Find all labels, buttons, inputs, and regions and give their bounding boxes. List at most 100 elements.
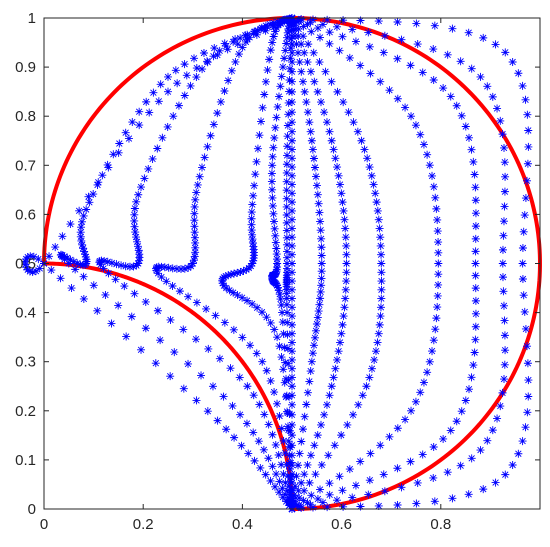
data-point bbox=[342, 241, 351, 250]
data-point bbox=[310, 441, 319, 450]
data-point bbox=[268, 430, 277, 439]
data-point bbox=[476, 72, 485, 81]
y-tick-label: 0 bbox=[28, 501, 36, 518]
data-point bbox=[264, 420, 273, 429]
data-point bbox=[275, 342, 284, 351]
data-point bbox=[288, 241, 296, 250]
data-point bbox=[369, 180, 378, 189]
data-point bbox=[501, 346, 510, 355]
data-point bbox=[234, 50, 243, 59]
data-point bbox=[94, 178, 103, 187]
data-point bbox=[260, 90, 269, 99]
data-point bbox=[397, 483, 406, 492]
data-point bbox=[316, 217, 325, 226]
data-point bbox=[213, 109, 222, 118]
data-point bbox=[220, 39, 229, 48]
data-point bbox=[419, 378, 428, 387]
data-point bbox=[285, 87, 294, 96]
data-point bbox=[268, 185, 277, 194]
data-point bbox=[471, 284, 480, 293]
data-point bbox=[364, 490, 373, 499]
data-point bbox=[285, 392, 294, 401]
data-point bbox=[491, 478, 500, 487]
data-point bbox=[366, 449, 375, 458]
data-point bbox=[249, 428, 258, 437]
data-point bbox=[313, 190, 322, 199]
data-point bbox=[297, 437, 306, 446]
data-point bbox=[314, 199, 323, 208]
data-point bbox=[229, 288, 238, 297]
data-point bbox=[317, 251, 326, 260]
data-point bbox=[58, 251, 67, 260]
data-point bbox=[190, 228, 199, 237]
data-point bbox=[320, 410, 329, 419]
data-point bbox=[248, 235, 257, 244]
data-point bbox=[308, 145, 317, 154]
data-point bbox=[313, 494, 322, 503]
data-point bbox=[158, 133, 167, 142]
data-point bbox=[79, 244, 88, 253]
data-point bbox=[137, 345, 146, 354]
data-point bbox=[294, 48, 303, 57]
data-point bbox=[471, 322, 480, 331]
data-point bbox=[433, 227, 442, 236]
data-point bbox=[34, 255, 43, 264]
data-point bbox=[199, 49, 208, 57]
data-point bbox=[303, 108, 312, 117]
series-1 bbox=[56, 14, 296, 513]
data-point bbox=[376, 241, 385, 250]
data-point bbox=[293, 501, 302, 510]
data-point bbox=[432, 204, 441, 213]
data-point bbox=[288, 303, 296, 312]
data-point bbox=[191, 195, 200, 204]
data-point bbox=[63, 253, 72, 262]
data-point bbox=[279, 16, 288, 25]
data-point bbox=[281, 449, 290, 458]
data-point bbox=[367, 171, 376, 180]
data-point bbox=[315, 300, 324, 309]
data-point bbox=[209, 52, 218, 61]
data-point bbox=[247, 226, 256, 235]
data-point bbox=[339, 16, 348, 25]
data-point bbox=[419, 140, 428, 149]
data-point bbox=[287, 473, 296, 482]
data-point bbox=[282, 460, 291, 469]
data-point bbox=[247, 214, 256, 223]
data-point bbox=[348, 25, 357, 34]
data-point bbox=[499, 231, 508, 240]
data-point bbox=[253, 303, 262, 312]
data-point bbox=[288, 441, 296, 450]
data-point bbox=[331, 154, 340, 163]
data-point bbox=[226, 364, 235, 373]
data-point bbox=[288, 294, 296, 303]
data-point bbox=[21, 260, 30, 269]
data-point bbox=[268, 193, 277, 202]
data-point bbox=[518, 81, 527, 90]
data-point bbox=[330, 441, 339, 450]
data-point bbox=[499, 217, 508, 226]
data-point bbox=[339, 502, 348, 511]
y-tick-label: 0.6 bbox=[15, 206, 36, 223]
data-point bbox=[230, 269, 239, 278]
data-point bbox=[122, 332, 131, 341]
data-point bbox=[520, 211, 529, 220]
data-point bbox=[365, 163, 374, 172]
data-point bbox=[100, 256, 109, 265]
data-point bbox=[300, 470, 309, 479]
data-point bbox=[184, 292, 193, 301]
data-point bbox=[192, 73, 201, 82]
data-point bbox=[518, 437, 527, 446]
data-point bbox=[428, 347, 437, 356]
data-point bbox=[521, 194, 530, 203]
data-point bbox=[467, 454, 476, 463]
data-point bbox=[255, 131, 264, 140]
data-point bbox=[288, 87, 296, 96]
data-point bbox=[471, 183, 480, 192]
data-point bbox=[407, 406, 416, 415]
data-point bbox=[470, 170, 479, 179]
data-point bbox=[75, 206, 84, 215]
y-tick-label: 0.2 bbox=[15, 403, 36, 420]
data-point bbox=[279, 365, 288, 374]
data-point bbox=[374, 501, 383, 510]
data-point bbox=[345, 53, 354, 62]
